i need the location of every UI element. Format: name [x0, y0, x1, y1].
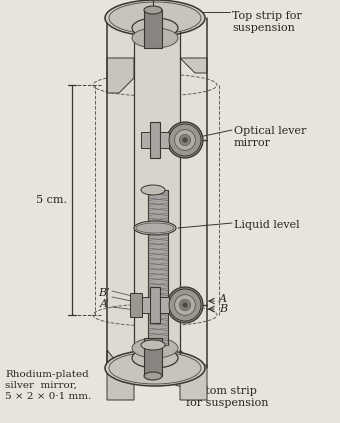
Ellipse shape [109, 352, 201, 384]
Bar [150, 122, 160, 158]
Bar [160, 132, 169, 148]
Ellipse shape [144, 6, 162, 14]
Bar [160, 297, 169, 313]
Bar [150, 287, 160, 323]
Ellipse shape [141, 340, 165, 350]
Ellipse shape [132, 348, 178, 368]
Ellipse shape [136, 223, 174, 233]
Ellipse shape [183, 302, 187, 308]
Polygon shape [107, 58, 134, 93]
Ellipse shape [180, 135, 191, 146]
Ellipse shape [144, 372, 162, 380]
Ellipse shape [105, 0, 205, 36]
Text: Bottom strip
for suspension: Bottom strip for suspension [186, 386, 269, 408]
Ellipse shape [167, 122, 203, 158]
Polygon shape [107, 350, 134, 400]
Ellipse shape [141, 185, 165, 195]
Text: B: B [219, 304, 227, 314]
Text: Liquid level: Liquid level [234, 220, 300, 230]
Polygon shape [155, 18, 207, 368]
Text: Top strip for
suspension: Top strip for suspension [232, 11, 302, 33]
Bar [141, 132, 150, 148]
Ellipse shape [132, 28, 178, 48]
Ellipse shape [109, 2, 201, 34]
Text: 5 cm.: 5 cm. [36, 195, 67, 205]
Ellipse shape [169, 289, 201, 321]
Polygon shape [107, 18, 207, 368]
Ellipse shape [175, 129, 195, 151]
Text: Rhodium-plated
silver  mirror,
5 × 2 × 0·1 mm.: Rhodium-plated silver mirror, 5 × 2 × 0·… [5, 370, 91, 401]
Ellipse shape [134, 221, 176, 235]
Ellipse shape [132, 18, 178, 38]
Ellipse shape [183, 137, 187, 143]
Ellipse shape [175, 294, 195, 316]
Polygon shape [180, 350, 207, 400]
Text: A: A [219, 294, 227, 304]
Ellipse shape [105, 350, 205, 386]
Bar [130, 293, 142, 317]
Polygon shape [180, 58, 207, 73]
Ellipse shape [169, 124, 201, 156]
Text: Optical lever
mirror: Optical lever mirror [234, 126, 306, 148]
Text: B’: B’ [98, 288, 110, 298]
Text: A’: A’ [100, 299, 110, 309]
Polygon shape [134, 28, 180, 358]
Ellipse shape [180, 299, 191, 310]
Bar [148, 190, 168, 345]
Bar [144, 338, 162, 376]
Ellipse shape [167, 287, 203, 323]
Bar [141, 297, 150, 313]
Bar [144, 10, 162, 48]
Ellipse shape [132, 338, 178, 358]
